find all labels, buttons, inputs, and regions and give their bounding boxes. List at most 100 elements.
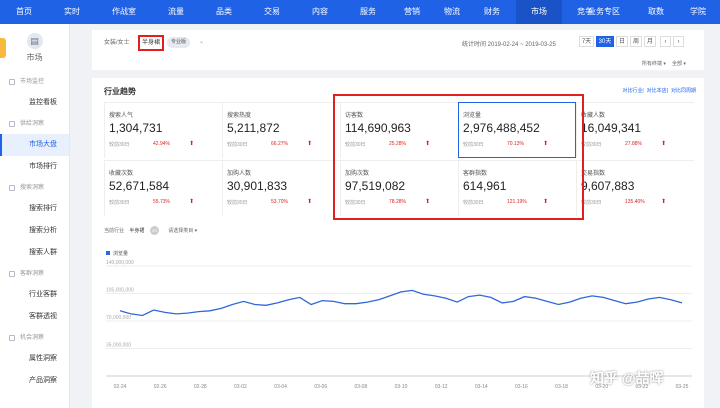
next-arrow-icon[interactable]: ›	[673, 36, 684, 47]
group-icon	[9, 185, 15, 191]
metric-change-percent: 53.70%	[271, 199, 288, 205]
chart-legend[interactable]: 浏览量	[106, 250, 128, 257]
metric-card[interactable]: 客群指数 614,961 较前30日 121.19% ⬆	[458, 160, 576, 216]
sidebar-item[interactable]: 搜索排行	[29, 205, 57, 212]
nav-item[interactable]: 营销	[404, 7, 420, 16]
nav-item[interactable]: 交易	[264, 7, 280, 16]
group-icon	[9, 79, 15, 85]
top-nav: 首页 实时 作战室 流量 品类 交易 内容 服务 营销 物流 财务 市场 竞争 业务专区 取数 学院	[0, 0, 720, 24]
metric-value: 2,976,488,452	[463, 121, 540, 135]
metric-value: 9,607,883	[581, 179, 635, 193]
period-tab[interactable]: 周	[630, 36, 642, 47]
compare-industry-link[interactable]: 对比行业	[622, 88, 643, 94]
sidebar-item[interactable]: 市场排行	[29, 163, 57, 170]
sidebar-item[interactable]: 产品洞察	[29, 377, 57, 384]
arrow-up-icon: ⬆	[425, 141, 431, 147]
y-tick-label: 35,000,000	[106, 343, 131, 349]
category-selector[interactable]: 半身裙	[138, 35, 164, 51]
metric-value: 97,519,082	[345, 179, 406, 193]
y-tick-label: 140,000,000	[106, 260, 134, 266]
sidebar-item[interactable]: 搜索人群	[29, 249, 57, 256]
compare-period-link[interactable]: 对比同周期	[670, 88, 696, 94]
metric-compare-label: 较前30日	[463, 142, 484, 148]
metric-card[interactable]: 加购次数 97,519,082 较前30日 78.28% ⬆	[340, 160, 458, 216]
nav-item[interactable]: 服务	[360, 7, 376, 16]
nav-item-right[interactable]: 业务专区	[588, 7, 620, 16]
metric-value: 114,690,963	[345, 121, 411, 135]
metric-change-percent: 55.73%	[153, 199, 170, 205]
chevron-down-icon[interactable]: ⌄	[199, 39, 205, 45]
nav-item[interactable]: 品类	[216, 7, 232, 16]
nav-item[interactable]: 物流	[444, 7, 460, 16]
scope-select[interactable]: 全部 ▾	[672, 61, 686, 67]
trend-line-chart[interactable]: 140,000,000 105,000,000 70,000,000 35,000,0…	[92, 258, 704, 408]
stat-time-range: 统计时间 2019-02-24 ~ 2019-03-25	[462, 42, 556, 48]
sidebar-collapse-tab[interactable]	[0, 38, 6, 58]
sidebar-item[interactable]: 属性洞察	[29, 355, 57, 362]
x-tick-label: 03-18	[555, 384, 568, 390]
sidebar-item[interactable]: 市场大盘	[0, 134, 69, 156]
period-tab[interactable]: 月	[644, 36, 656, 47]
metric-compare-label: 较前30日	[345, 200, 366, 206]
metric-value: 614,961	[463, 179, 507, 193]
y-tick-label: 105,000,000	[106, 288, 134, 294]
metric-card[interactable]: 浏览量 2,976,488,452 较前30日 70.13% ⬆	[458, 102, 576, 158]
category-breadcrumb[interactable]: 女装/女士	[104, 40, 130, 46]
arrow-up-icon: ⬆	[425, 199, 431, 205]
x-tick-label: 03-12	[435, 384, 448, 390]
metric-value: 30,901,833	[227, 179, 288, 193]
sidebar-group-label: 市场监控	[20, 79, 45, 85]
terminal-select[interactable]: 所有终端 ▾	[642, 61, 666, 67]
metric-name: 交易指数	[581, 171, 606, 177]
nav-item[interactable]: 流量	[168, 7, 184, 16]
period-tab[interactable]: 30天	[596, 36, 614, 47]
nav-right-group: 业务专区 取数 学院	[572, 0, 720, 24]
metric-name: 加购人数	[227, 171, 252, 177]
metric-value: 5,211,872	[227, 121, 280, 135]
compare-category-select[interactable]: 请选择类目 ▾	[168, 228, 198, 234]
metric-name: 加购次数	[345, 171, 370, 177]
metric-card[interactable]: 收藏人数 16,049,341 较前30日 27.88% ⬆	[576, 102, 694, 158]
metrics-grid: 搜索人气 1,304,731 较前30日 42.94% ⬆ 搜索热度 5,211,872 较前…	[104, 102, 694, 222]
arrow-up-icon: ⬆	[661, 199, 667, 205]
metric-change-percent: 42.94%	[153, 141, 170, 147]
x-tick-label: 03-10	[395, 384, 408, 390]
metric-card[interactable]: 交易指数 9,607,883 较前30日 135.40% ⬆	[576, 160, 694, 216]
nav-item[interactable]: 作战室	[112, 7, 136, 16]
prev-arrow-icon[interactable]: ‹	[660, 36, 671, 47]
metric-card[interactable]: 搜索热度 5,211,872 较前30日 66.27% ⬆	[222, 102, 340, 158]
compare-links: 对比行业| 对比本店| 对比同周期	[622, 88, 696, 94]
metric-card[interactable]: 访客数 114,690,963 较前30日 25.28% ⬆	[340, 102, 458, 158]
nav-item-right[interactable]: 取数	[648, 7, 664, 16]
arrow-up-icon: ⬆	[661, 141, 667, 147]
metric-card[interactable]: 收藏次数 52,671,584 较前30日 55.73% ⬆	[104, 160, 222, 216]
period-tab[interactable]: 7天	[579, 36, 594, 47]
nav-item[interactable]: 内容	[312, 7, 328, 16]
metric-card[interactable]: 加购人数 30,901,833 较前30日 53.70% ⬆	[222, 160, 340, 216]
compare-store-link[interactable]: 对比本店	[646, 88, 667, 94]
nav-item[interactable]: 财务	[484, 7, 500, 16]
group-icon	[9, 335, 15, 341]
nav-item[interactable]: 首页	[16, 7, 32, 16]
period-tab[interactable]: 日	[616, 36, 628, 47]
metric-card[interactable]: 搜索人气 1,304,731 较前30日 42.94% ⬆	[104, 102, 222, 158]
metric-name: 搜索热度	[227, 113, 252, 119]
pro-version-badge[interactable]: 专业版	[167, 37, 191, 48]
nav-item-right[interactable]: 学院	[690, 7, 706, 16]
x-tick-label: 03-08	[354, 384, 367, 390]
metric-change-percent: 66.27%	[271, 141, 288, 147]
sidebar-group: 机会洞察	[0, 328, 69, 348]
x-tick-label: 02-26	[154, 384, 167, 390]
nav-item-market[interactable]: 市场	[516, 0, 562, 24]
sidebar-item[interactable]: 监控看板	[29, 99, 57, 106]
series-line-page-views[interactable]	[119, 289, 683, 317]
metric-name: 客群指数	[463, 171, 488, 177]
trend-compare-row: 当前行业 半身裙 VS 请选择类目 ▾	[104, 226, 197, 235]
metric-name: 收藏人数	[581, 113, 606, 119]
sidebar-item[interactable]: 搜索分析	[29, 227, 57, 234]
sidebar-item[interactable]: 行业客群	[29, 291, 57, 298]
nav-item[interactable]: 实时	[64, 7, 80, 16]
y-tick-label: 70,000,000	[106, 315, 131, 321]
sidebar-item[interactable]: 客群透视	[29, 313, 57, 320]
nav-item-compete[interactable]: 竞争	[577, 7, 593, 16]
